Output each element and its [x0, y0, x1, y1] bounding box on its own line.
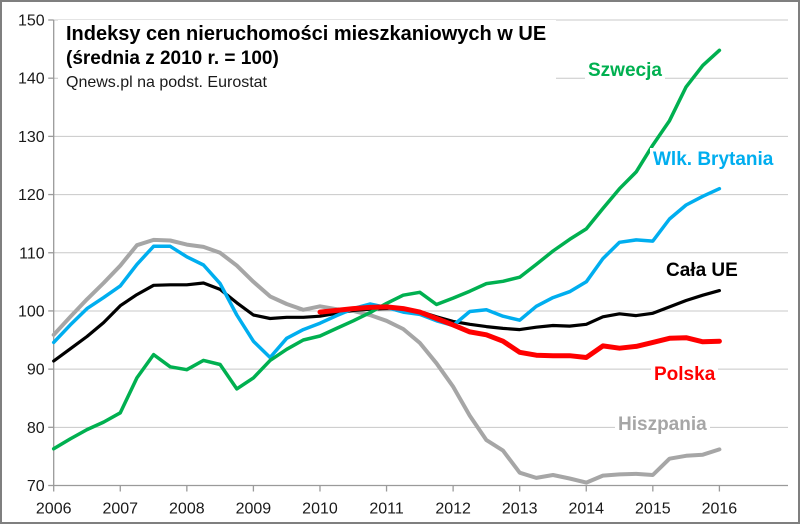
- y-tick-label-100: 100: [18, 303, 45, 320]
- series-line-wlk-brytania: [51, 186, 722, 360]
- chart-title-block: Indeksy cen nieruchomości mieszkaniowych…: [58, 20, 557, 97]
- y-tick-label-70: 70: [27, 478, 45, 495]
- y-tick-label-130: 130: [18, 129, 45, 146]
- series-label-szwecja: Szwecja: [585, 59, 665, 82]
- x-tick-label-2008: 2008: [169, 501, 205, 518]
- series-line-polska: [317, 304, 722, 360]
- series-label-cala-ue: Cała UE: [663, 259, 741, 282]
- x-tick-label-2010: 2010: [302, 501, 338, 518]
- y-tick-label-90: 90: [27, 362, 45, 379]
- series-label-wlk-brytania: Wlk. Brytania: [650, 148, 777, 171]
- y-tick-label-120: 120: [18, 187, 45, 204]
- x-tick-label-2009: 2009: [236, 501, 272, 518]
- series-label-polska: Polska: [651, 363, 719, 386]
- x-tick-label-2013: 2013: [502, 501, 538, 518]
- series-line-szwecja: [51, 48, 722, 451]
- x-tick-label-2015: 2015: [635, 501, 671, 518]
- x-tick-label-2016: 2016: [702, 501, 738, 518]
- chart-title: Indeksy cen nieruchomości mieszkaniowych…: [66, 23, 547, 45]
- chart-subtitle: (średnia z 2010 r. = 100): [66, 48, 279, 69]
- y-tick-label-110: 110: [19, 245, 45, 262]
- y-tick-label-150: 150: [18, 13, 45, 30]
- x-tick-label-2014: 2014: [568, 501, 604, 518]
- x-tick-label-2007: 2007: [102, 501, 138, 518]
- series-line-hiszpania: [51, 237, 722, 485]
- series-label-hiszpania: Hiszpania: [615, 413, 710, 436]
- x-tick-label-2011: 2011: [369, 501, 404, 518]
- y-tick-label-140: 140: [18, 71, 45, 88]
- x-tick-label-2012: 2012: [435, 501, 471, 518]
- chart-source: Qnews.pl na podst. Eurostat: [66, 74, 267, 91]
- y-tick-label-80: 80: [27, 420, 45, 437]
- x-tick-label-2006: 2006: [36, 501, 72, 518]
